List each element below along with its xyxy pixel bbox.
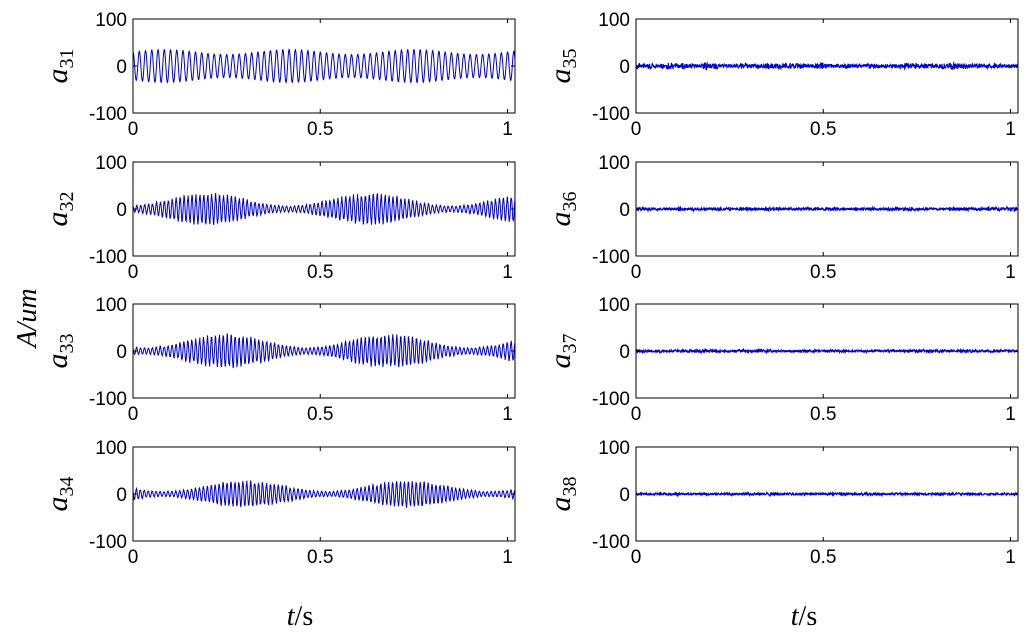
x-tick-label: 1 <box>1005 262 1016 283</box>
subplot-label: a33 <box>41 334 78 369</box>
x-tick-label: 0.5 <box>307 262 333 283</box>
x-tick-label: 0 <box>631 547 642 568</box>
subplot-label: a38 <box>544 477 581 512</box>
x-tick-label: 1 <box>1005 547 1016 568</box>
y-tick-label: -100 <box>592 532 630 553</box>
subplot-label: a36 <box>544 192 581 227</box>
x-tick-label: 0 <box>631 262 642 283</box>
x-tick-label: 1 <box>1005 119 1016 140</box>
y-tick-label: -100 <box>592 389 630 410</box>
x-tick-label: 0 <box>631 119 642 140</box>
signal-line-34 <box>132 480 516 508</box>
signal-line-35 <box>635 60 1019 71</box>
y-tick-label: -100 <box>592 104 630 125</box>
y-tick-label: 100 <box>598 10 630 31</box>
y-tick-label: 0 <box>116 200 127 221</box>
x-tick-label: 1 <box>1005 404 1016 425</box>
y-tick-label: 0 <box>116 342 127 363</box>
x-axis-title-left: t/s <box>287 601 313 632</box>
y-tick-label: -100 <box>89 247 127 268</box>
x-tick-label: 0.5 <box>810 547 836 568</box>
y-tick-label: 100 <box>95 295 127 316</box>
y-tick-label: 0 <box>619 57 630 78</box>
x-tick-label: 0 <box>631 404 642 425</box>
y-tick-label: -100 <box>89 104 127 125</box>
y-tick-label: 100 <box>598 295 630 316</box>
subplot-label: a37 <box>544 334 581 369</box>
x-tick-label: 0.5 <box>810 119 836 140</box>
signal-line-36 <box>635 205 1019 213</box>
x-tick-label: 0.5 <box>307 547 333 568</box>
x-tick-label: 1 <box>502 547 513 568</box>
x-tick-label: 0.5 <box>307 119 333 140</box>
y-axis-title: A/um <box>12 288 43 349</box>
y-tick-label: 0 <box>619 485 630 506</box>
y-tick-label: 100 <box>598 438 630 459</box>
y-tick-label: 0 <box>619 200 630 221</box>
x-tick-label: 1 <box>502 404 513 425</box>
signal-line-32 <box>132 192 516 226</box>
y-tick-label: 100 <box>95 438 127 459</box>
signal-line-31 <box>132 48 516 84</box>
x-tick-label: 0 <box>128 119 139 140</box>
y-tick-label: 100 <box>598 153 630 174</box>
subplot-label: a35 <box>544 49 581 84</box>
signal-line-33 <box>132 333 516 369</box>
signal-line-37 <box>635 347 1019 355</box>
x-tick-label: 0 <box>128 262 139 283</box>
x-tick-label: 0 <box>128 547 139 568</box>
y-tick-label: 0 <box>116 485 127 506</box>
y-tick-label: -100 <box>592 247 630 268</box>
plot-frame <box>132 18 516 114</box>
x-tick-label: 0.5 <box>307 404 333 425</box>
subplot-label: a32 <box>41 192 78 227</box>
y-tick-label: 100 <box>95 10 127 31</box>
plot-frame <box>132 161 516 257</box>
x-tick-label: 0 <box>128 404 139 425</box>
y-tick-label: 100 <box>95 153 127 174</box>
subplot-label: a31 <box>41 49 78 84</box>
x-axis-title-right: t/s <box>791 601 817 632</box>
y-tick-label: -100 <box>89 389 127 410</box>
y-tick-label: -100 <box>89 532 127 553</box>
x-tick-label: 0.5 <box>810 262 836 283</box>
y-tick-label: 0 <box>116 57 127 78</box>
subplot-label: a34 <box>41 477 78 512</box>
signal-line-38 <box>635 490 1019 498</box>
x-tick-label: 0.5 <box>810 404 836 425</box>
y-tick-label: 0 <box>619 342 630 363</box>
x-tick-label: 1 <box>502 262 513 283</box>
x-tick-label: 1 <box>502 119 513 140</box>
